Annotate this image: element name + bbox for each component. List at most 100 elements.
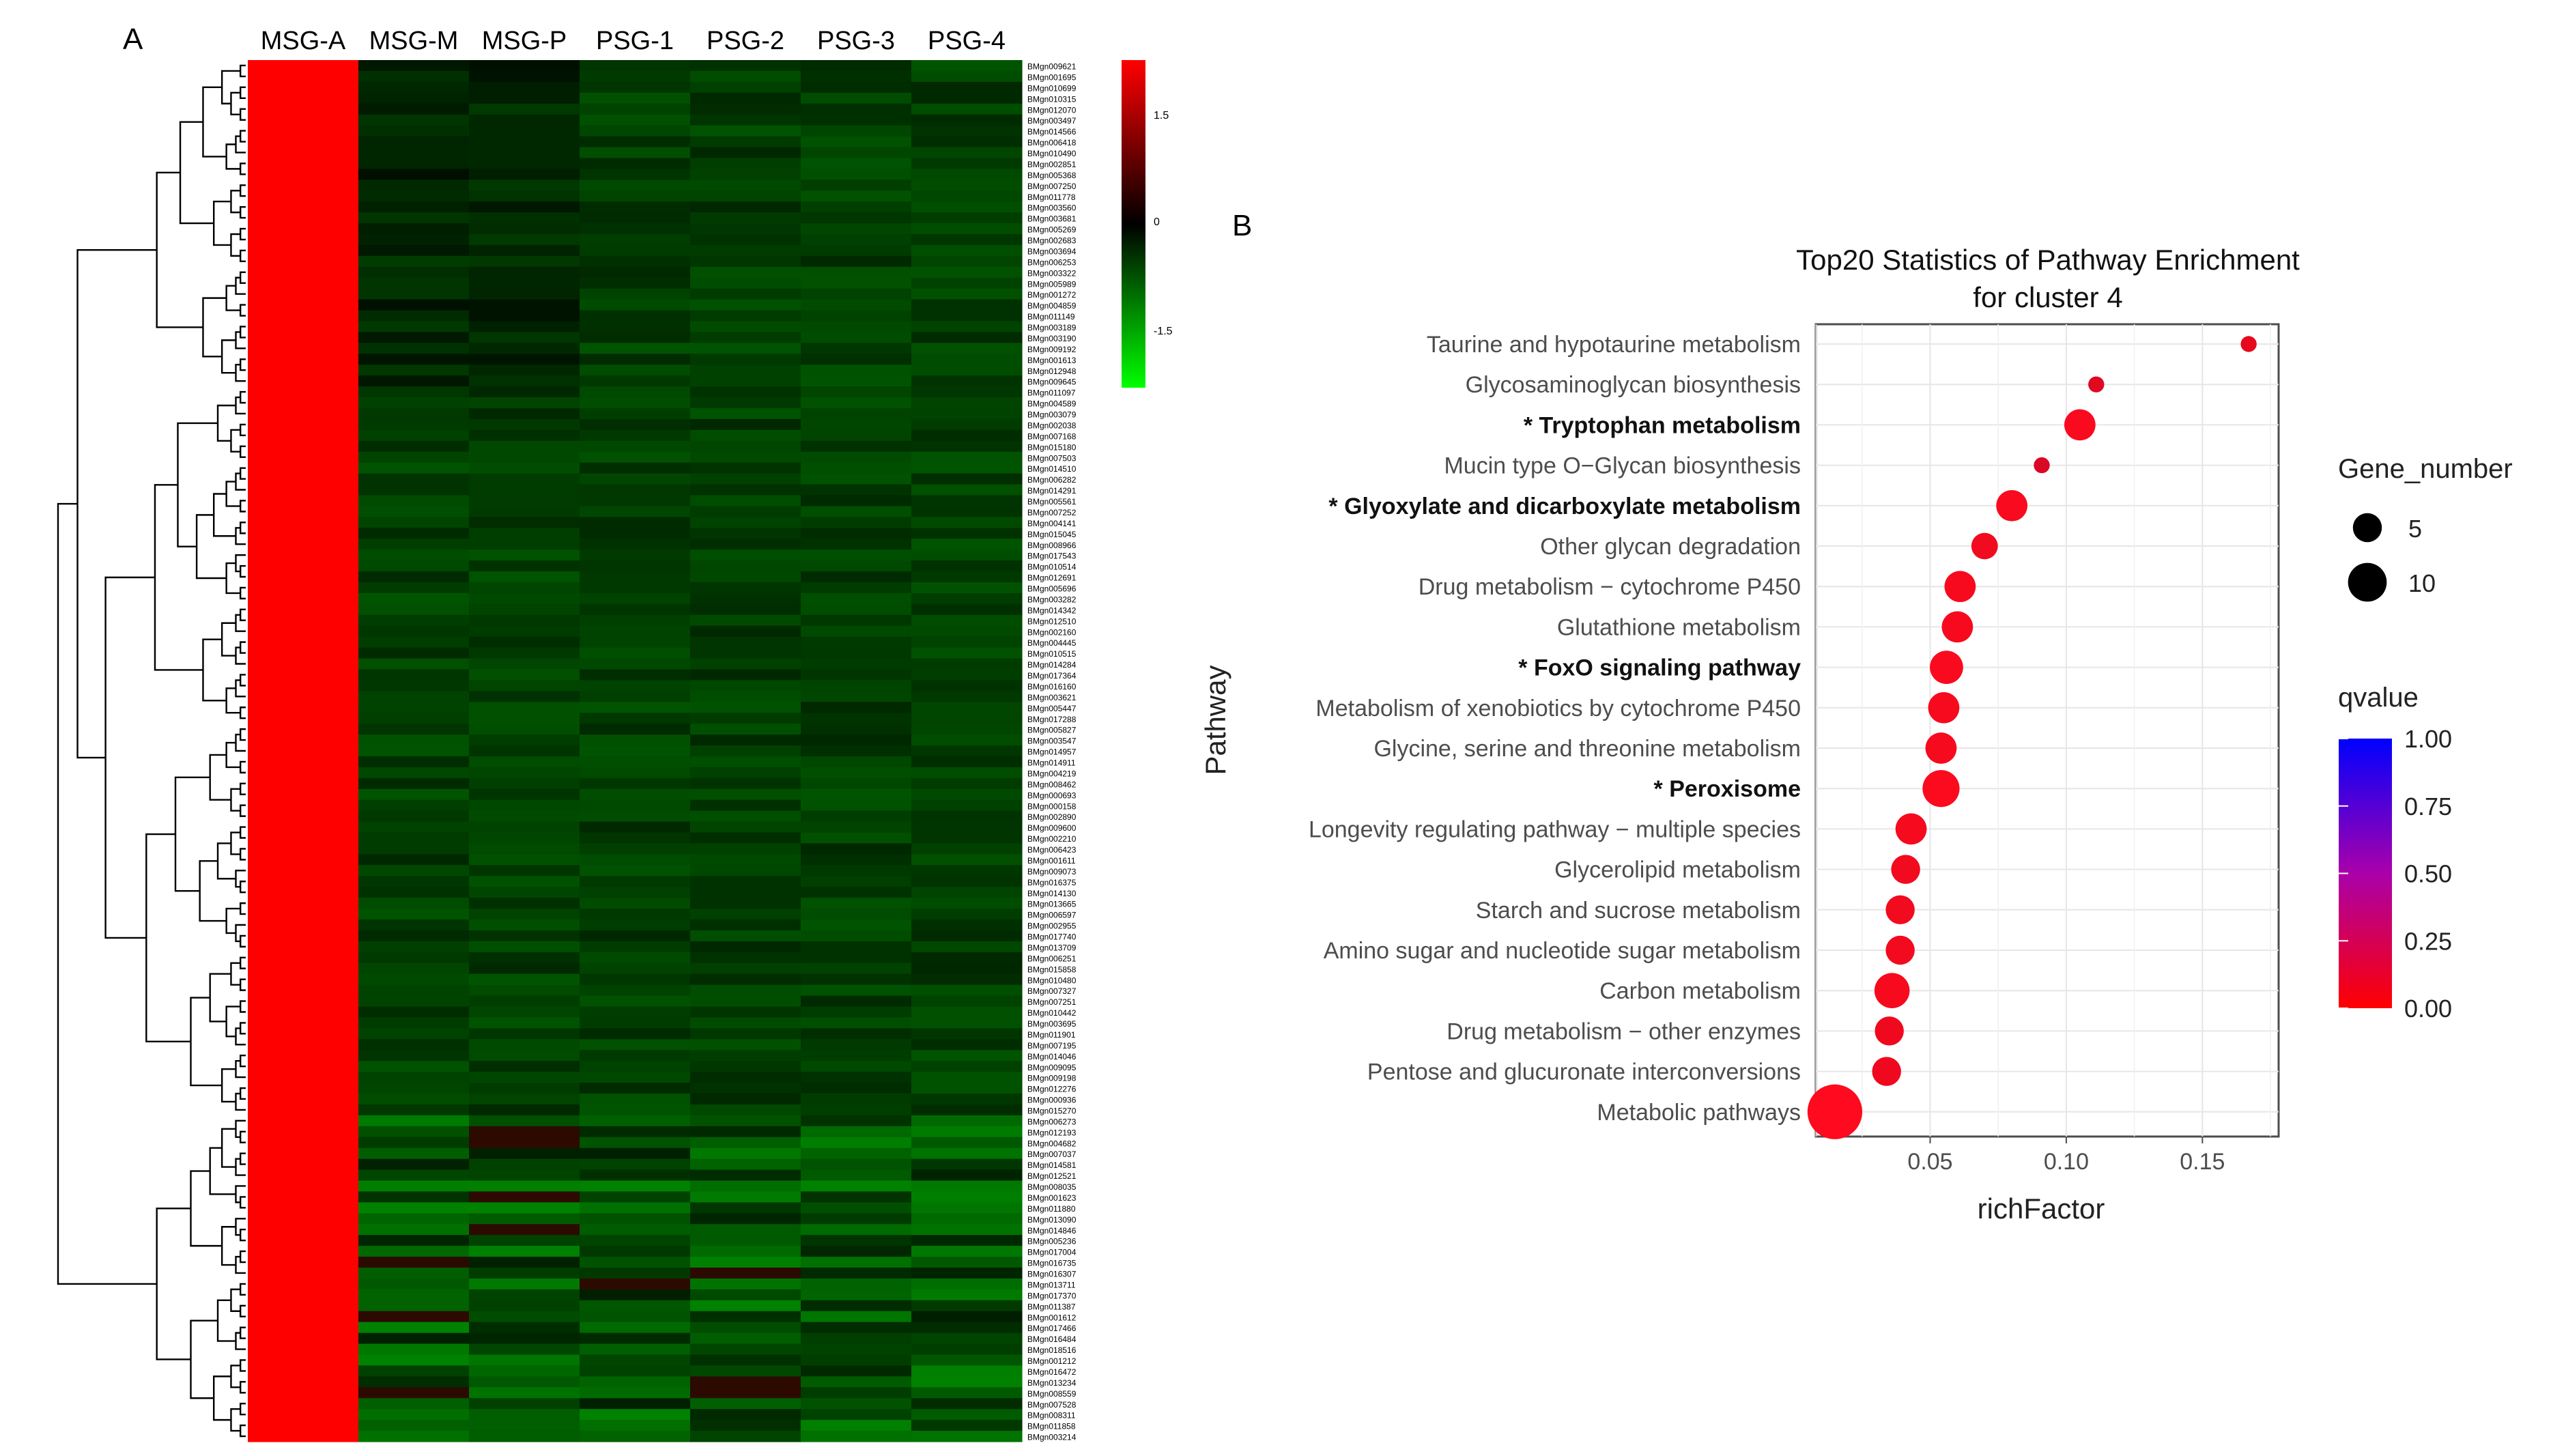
heatmap-cell — [358, 1235, 470, 1246]
heatmap-cell — [248, 539, 359, 550]
dendrogram-branch — [239, 826, 246, 839]
heatmap-cell — [690, 724, 801, 735]
dendrogram-branch — [216, 1299, 236, 1342]
heatmap-cell — [248, 1213, 359, 1225]
heatmap-cell — [248, 386, 359, 398]
heatmap-row-label: BMgn014957 — [1027, 747, 1077, 757]
heatmap-cell — [248, 962, 359, 975]
heatmap-cell — [911, 614, 1023, 627]
heatmap-cell — [248, 658, 359, 670]
heatmap-cell — [801, 1431, 912, 1442]
dendrogram-branch — [230, 429, 241, 453]
heatmap-cell — [690, 1072, 801, 1083]
heatmap-cell — [580, 103, 691, 115]
heatmap-cell — [801, 1224, 912, 1236]
heatmap-cell — [911, 1300, 1023, 1312]
heatmap-cell — [358, 1431, 470, 1442]
heatmap-cell — [801, 1017, 912, 1029]
heatmap-cell — [690, 1257, 801, 1268]
heatmap-row-label: BMgn006597 — [1027, 911, 1077, 920]
heatmap-cell — [469, 266, 580, 279]
heatmap-row-label: BMgn003497 — [1027, 116, 1077, 126]
heatmap-row-label: BMgn004859 — [1027, 301, 1077, 311]
pathway-label: Mucin type O−Glycan biosynthesis — [1444, 453, 1801, 479]
heatmap-cell — [911, 680, 1023, 691]
heatmap-cell — [911, 321, 1023, 333]
pathway-label: Drug metabolism − cytochrome P450 — [1419, 574, 1801, 600]
heatmap-cell — [911, 70, 1023, 83]
heatmap-cell — [358, 865, 470, 876]
heatmap-cell — [801, 647, 912, 659]
heatmap-cell — [469, 158, 580, 169]
heatmap-cell — [801, 962, 912, 975]
heatmap-row-label: BMgn009600 — [1027, 823, 1077, 833]
heatmap-cell — [469, 397, 580, 409]
heatmap-row-label: BMgn005989 — [1027, 279, 1077, 289]
heatmap-cell — [690, 887, 801, 898]
heatmap-cell — [801, 255, 912, 268]
heatmap-cell — [248, 614, 359, 627]
heatmap-cell — [690, 233, 801, 246]
heatmap-cell — [580, 962, 691, 975]
heatmap-cell — [801, 669, 912, 681]
heatmap-row-label: BMgn002890 — [1027, 812, 1077, 822]
heatmap-cell — [580, 418, 691, 431]
heatmap-row-label: BMgn000158 — [1027, 801, 1077, 811]
dendrogram-branch — [213, 200, 231, 246]
heatmap-row-label: BMgn010514 — [1027, 562, 1077, 572]
dendrogram-branch — [179, 121, 214, 225]
heatmap-cell — [358, 745, 470, 757]
heatmap-cell — [580, 147, 691, 159]
heatmap-row-label: BMgn014911 — [1027, 758, 1076, 768]
heatmap-cell — [801, 70, 912, 83]
heatmap-cell — [911, 1376, 1023, 1388]
dendrogram-branch — [225, 907, 241, 934]
heatmap-cell — [469, 1147, 580, 1160]
pathway-label: Longevity regulating pathway − multiple … — [1309, 816, 1801, 842]
heatmap-row-label: BMgn008559 — [1027, 1389, 1077, 1399]
heatmap-cell — [358, 244, 470, 257]
heatmap-cell — [358, 1017, 470, 1029]
heatmap-cell — [580, 876, 691, 887]
heatmap-row-label: BMgn013665 — [1027, 900, 1077, 909]
heatmap-row-label: BMgn005269 — [1027, 225, 1077, 235]
heatmap-cell — [911, 887, 1023, 898]
heatmap-cell — [248, 1289, 359, 1301]
heatmap-cell — [358, 930, 470, 942]
heatmap-cell — [580, 810, 691, 823]
heatmap-cell — [911, 440, 1023, 453]
dendrogram-branch — [239, 130, 246, 143]
enrichment-point — [2088, 376, 2105, 392]
heatmap-cell — [580, 1050, 691, 1061]
heatmap-cell — [580, 408, 691, 420]
heatmap-cell — [801, 1202, 912, 1214]
dendrogram-branch — [239, 271, 246, 284]
qvalue-legend: qvalue 1.00 0.75 0.50 0.25 0.00 — [2338, 683, 2452, 1023]
heatmap-cell — [358, 1409, 470, 1421]
heatmap-cell — [580, 1158, 691, 1171]
heatmap-cell — [358, 1224, 470, 1236]
heatmap-cell — [248, 158, 359, 169]
heatmap-cell — [248, 1398, 359, 1410]
heatmap-row-label: BMgn006251 — [1027, 954, 1077, 963]
enrichment-point — [1885, 935, 1915, 965]
heatmap-cell — [801, 843, 912, 855]
dendrogram-branch — [239, 1022, 246, 1035]
heatmap-cell — [469, 408, 580, 420]
heatmap-cell — [801, 973, 912, 986]
heatmap-cell — [911, 462, 1023, 474]
dendrogram-branch — [230, 962, 241, 986]
heatmap-cell — [690, 212, 801, 224]
heatmap-cell — [801, 180, 912, 191]
heatmap-cell — [690, 1180, 801, 1193]
heatmap-cell — [801, 484, 912, 496]
heatmap-cell — [580, 539, 691, 550]
heatmap-cell — [911, 560, 1023, 572]
heatmap-cell — [690, 125, 801, 137]
dendrogram-branch — [235, 276, 246, 295]
heatmap-cell — [580, 1246, 691, 1257]
heatmap-cell — [690, 1365, 801, 1377]
dendrogram-branch — [235, 364, 246, 382]
dendrogram-branch — [220, 622, 236, 657]
heatmap-cell — [469, 354, 580, 365]
